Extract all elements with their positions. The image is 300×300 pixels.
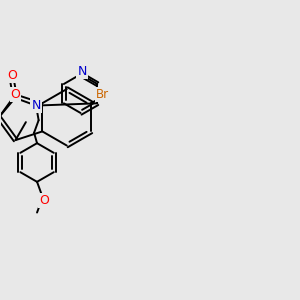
Text: Br: Br xyxy=(96,88,109,101)
Text: O: O xyxy=(11,88,20,101)
Text: O: O xyxy=(39,194,49,207)
Text: N: N xyxy=(77,65,87,78)
Text: O: O xyxy=(7,69,17,82)
Text: N: N xyxy=(32,99,41,112)
